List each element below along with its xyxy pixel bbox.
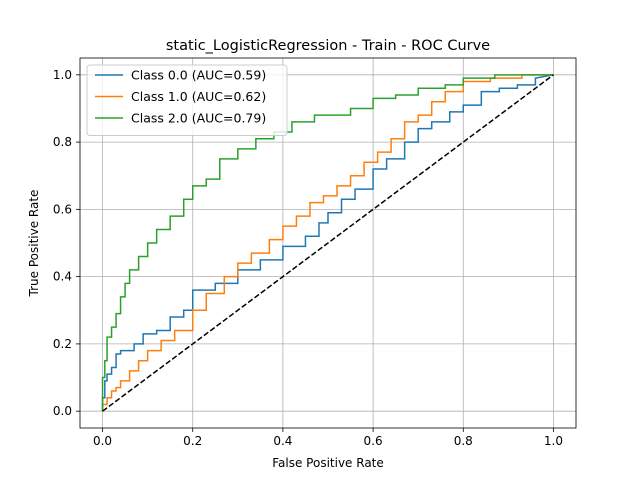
y-axis-label: True Positive Rate	[27, 190, 41, 298]
chance-diagonal-line	[102, 74, 554, 412]
y-tick-label: 0.8	[53, 135, 72, 149]
y-tick-label: 0.2	[53, 337, 72, 351]
x-tick-label: 1.0	[544, 434, 563, 448]
roc-line-series-1	[101, 74, 554, 412]
x-tick-label: 0.0	[93, 434, 112, 448]
roc-line-series-2	[101, 74, 554, 412]
y-tick-label: 1.0	[53, 68, 72, 82]
y-tick-label: 0.0	[53, 404, 72, 418]
legend-label: Class 2.0 (AUC=0.79)	[131, 111, 266, 126]
x-axis-label: False Positive Rate	[272, 456, 384, 470]
y-tick-label: 0.4	[53, 270, 72, 284]
legend-label: Class 0.0 (AUC=0.59)	[131, 68, 266, 83]
axis-ticks: 0.0 0.2 0.4 0.6 0.8 1.0 0.0 0.2 0.4 0.6 0.8 1.0	[53, 68, 563, 448]
legend-label: Class 1.0 (AUC=0.62)	[131, 89, 266, 104]
roc-line-series-0	[101, 74, 554, 412]
x-tick-label: 0.4	[273, 434, 292, 448]
legend: Class 0.0 (AUC=0.59) Class 1.0 (AUC=0.62)…	[86, 64, 288, 136]
x-tick-label: 0.8	[454, 434, 473, 448]
legend-box	[86, 64, 288, 136]
x-tick-label: 0.6	[364, 434, 383, 448]
y-tick-label: 0.6	[53, 202, 72, 216]
x-tick-label: 0.2	[183, 434, 202, 448]
series-layer	[101, 74, 554, 412]
plot-frame	[79, 57, 577, 429]
chart-title: static_LogisticRegression - Train - ROC …	[166, 38, 490, 54]
